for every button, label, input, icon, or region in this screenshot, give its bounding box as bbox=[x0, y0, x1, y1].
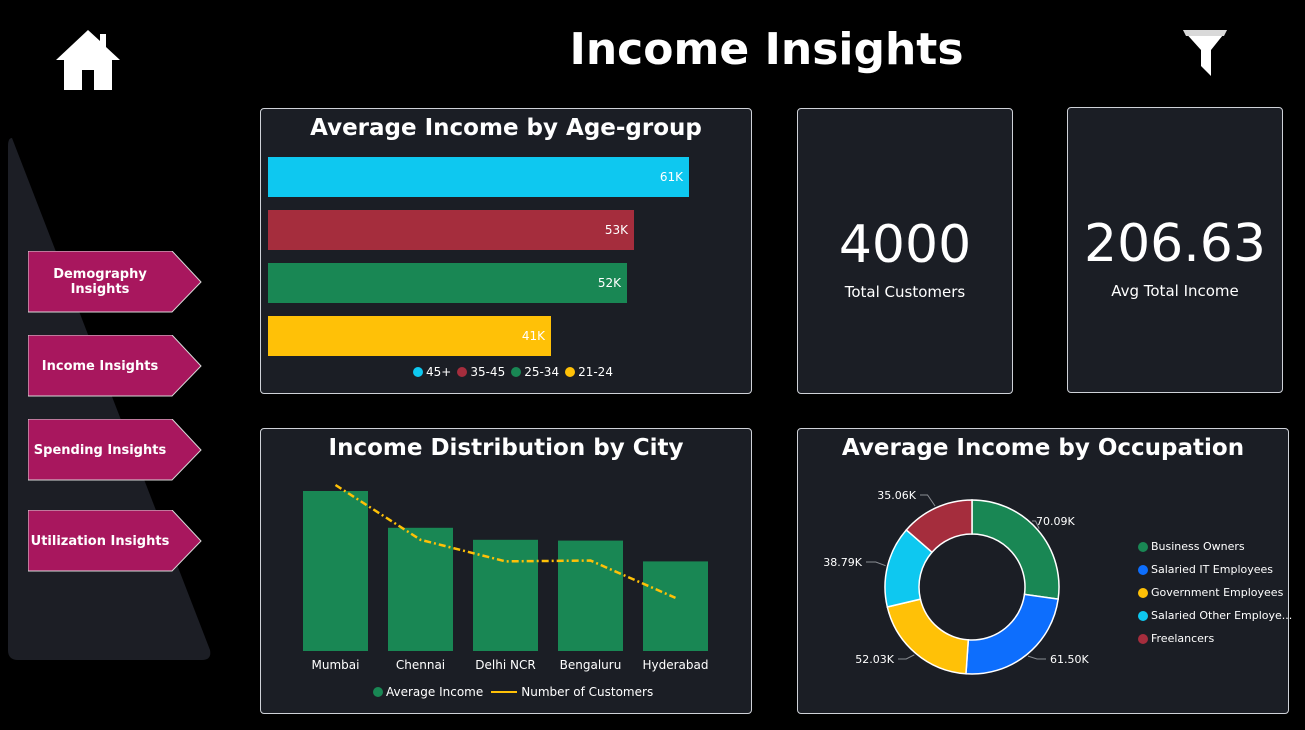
age-bar-data-label: 41K bbox=[521, 329, 545, 343]
legend-dot bbox=[1138, 587, 1148, 598]
nav-item-label: Utilization Insights bbox=[30, 533, 170, 549]
page-title: Income Insights bbox=[569, 24, 964, 75]
nav-item-label: Spending Insights bbox=[33, 442, 167, 458]
legend-label: Number of Customers bbox=[521, 685, 654, 699]
city-tick-label: Delhi NCR bbox=[475, 658, 535, 672]
legend-label: 35-45 bbox=[470, 365, 506, 379]
legend-label: 25-34 bbox=[524, 365, 560, 379]
legend-label: Government Employees bbox=[1151, 586, 1284, 599]
occupation-legend-item[interactable]: Salaried Other Employe... bbox=[1138, 604, 1292, 627]
age-bar-35-45[interactable]: 53K bbox=[268, 210, 634, 250]
legend-dot bbox=[1138, 541, 1148, 552]
total-customers-card: 4000 Total Customers bbox=[797, 108, 1013, 394]
legend-label: Salaried IT Employees bbox=[1151, 563, 1274, 576]
age-bar-data-label: 52K bbox=[597, 276, 621, 290]
donut-leader-line bbox=[1027, 655, 1046, 660]
legend-dot bbox=[457, 367, 468, 377]
legend-label: Business Owners bbox=[1151, 540, 1245, 553]
nav-item-label: Demography Insights bbox=[53, 267, 147, 297]
donut-data-label: 38.79K bbox=[823, 556, 862, 569]
city-legend-average-income[interactable]: Average Income bbox=[373, 685, 483, 699]
filter-icon[interactable] bbox=[1181, 28, 1229, 78]
age-bar-data-label: 61K bbox=[659, 170, 683, 184]
city-bar-delhi-ncr[interactable] bbox=[473, 539, 538, 651]
avg-total-income-value: 206.63 bbox=[1084, 214, 1266, 274]
customers-line[interactable] bbox=[334, 483, 677, 600]
occupation-legend-item[interactable]: Salaried IT Employees bbox=[1138, 558, 1292, 581]
avg-total-income-card: 206.63 Avg Total Income bbox=[1067, 107, 1283, 393]
donut-data-label: 70.09K bbox=[1036, 515, 1075, 528]
occupation-chart-title: Average Income by Occupation bbox=[841, 435, 1245, 461]
age-bar-25-34[interactable]: 52K bbox=[268, 263, 627, 303]
legend-dot bbox=[565, 367, 576, 377]
donut-data-label: 52.03K bbox=[855, 653, 894, 666]
legend-label: Freelancers bbox=[1151, 632, 1215, 645]
occupation-legend-item[interactable]: Government Employees bbox=[1138, 581, 1292, 604]
legend-label: 45+ bbox=[426, 365, 452, 379]
city-bar-chennai[interactable] bbox=[388, 527, 453, 651]
city-chart: Mumbai Chennai Delhi NCR Bengaluru Hyderabad bbox=[303, 483, 709, 672]
age-group-card: Average Income by Age-group 61K 53K 52K 41K… bbox=[260, 108, 752, 394]
occupation-donut-chart: 70.09K 61.50K 52.03K 38.79K 35.06K bbox=[823, 489, 1089, 675]
age-legend-item[interactable]: 21-24 bbox=[565, 365, 613, 379]
city-tick-label: Chennai bbox=[396, 658, 445, 672]
donut-data-label: 35.06K bbox=[877, 489, 916, 502]
city-legend-number-of-customers[interactable]: Number of Customers bbox=[489, 685, 653, 699]
age-bar-data-label: 53K bbox=[604, 223, 628, 237]
city-tick-label: Bengaluru bbox=[560, 658, 622, 672]
legend-dot bbox=[1138, 564, 1148, 575]
occupation-card: Average Income by Occupation 70.09K 61.50… bbox=[797, 428, 1292, 714]
total-customers-label: Total Customers bbox=[844, 283, 966, 301]
donut-leader-line bbox=[898, 654, 915, 660]
donut-slice-government-employees[interactable] bbox=[886, 598, 970, 675]
side-panel bbox=[8, 138, 211, 660]
legend-label: Average Income bbox=[386, 685, 484, 699]
nav-item-label: Income Insights bbox=[41, 358, 159, 374]
home-icon[interactable] bbox=[54, 28, 122, 92]
donut-leader-line bbox=[920, 494, 936, 507]
donut-slice-salaried-it-employees[interactable] bbox=[965, 593, 1060, 675]
age-legend-item[interactable]: 35-45 bbox=[457, 365, 505, 379]
avg-total-income-label: Avg Total Income bbox=[1111, 282, 1239, 300]
city-chart-title: Income Distribution by City bbox=[328, 435, 684, 461]
age-bar-45[interactable]: 61K bbox=[268, 157, 689, 197]
age-bar-21-24[interactable]: 41K bbox=[268, 316, 551, 356]
donut-slice-freelancers[interactable] bbox=[905, 499, 973, 554]
city-tick-label: Mumbai bbox=[312, 658, 360, 672]
donut-slice-business-owners[interactable] bbox=[971, 499, 1060, 600]
city-bar-bengaluru[interactable] bbox=[558, 540, 623, 651]
city-bar-mumbai[interactable] bbox=[303, 491, 368, 651]
donut-leader-line bbox=[866, 561, 886, 567]
donut-leader-line bbox=[1032, 520, 1040, 529]
nav-demography-insights-button[interactable]: Demography Insights bbox=[28, 251, 202, 313]
legend-dot bbox=[413, 367, 423, 377]
legend-line-swatch bbox=[491, 691, 518, 693]
city-tick-label: Hyderabad bbox=[643, 658, 709, 672]
age-legend-item[interactable]: 25-34 bbox=[511, 365, 559, 379]
city-legend: Average Income Number of Customers bbox=[373, 685, 659, 699]
age-group-chart-title: Average Income by Age-group bbox=[310, 115, 702, 141]
nav-income-insights-button[interactable]: Income Insights bbox=[28, 335, 202, 397]
legend-dot bbox=[1138, 633, 1148, 644]
legend-dot bbox=[511, 367, 522, 377]
occupation-legend: Business Owners Salaried IT Employees Gove… bbox=[1138, 535, 1292, 650]
age-group-legend: 45+ 35-45 25-34 21-24 bbox=[413, 365, 619, 379]
age-legend-item[interactable]: 45+ bbox=[413, 365, 451, 379]
nav-spending-insights-button[interactable]: Spending Insights bbox=[28, 419, 202, 481]
legend-dot bbox=[373, 687, 383, 697]
occupation-legend-item[interactable]: Business Owners bbox=[1138, 535, 1292, 558]
legend-label: 21-24 bbox=[578, 365, 613, 379]
legend-dot bbox=[1138, 610, 1148, 621]
city-bar-hyderabad[interactable] bbox=[643, 561, 708, 651]
nav-utilization-insights-button[interactable]: Utilization Insights bbox=[28, 510, 202, 572]
donut-data-label: 61.50K bbox=[1050, 653, 1089, 666]
city-card: Income Distribution by City Mumbai Chenna… bbox=[260, 428, 752, 714]
occupation-legend-item[interactable]: Freelancers bbox=[1138, 627, 1292, 650]
total-customers-value: 4000 bbox=[838, 215, 972, 275]
legend-label: Salaried Other Employe... bbox=[1151, 609, 1293, 622]
